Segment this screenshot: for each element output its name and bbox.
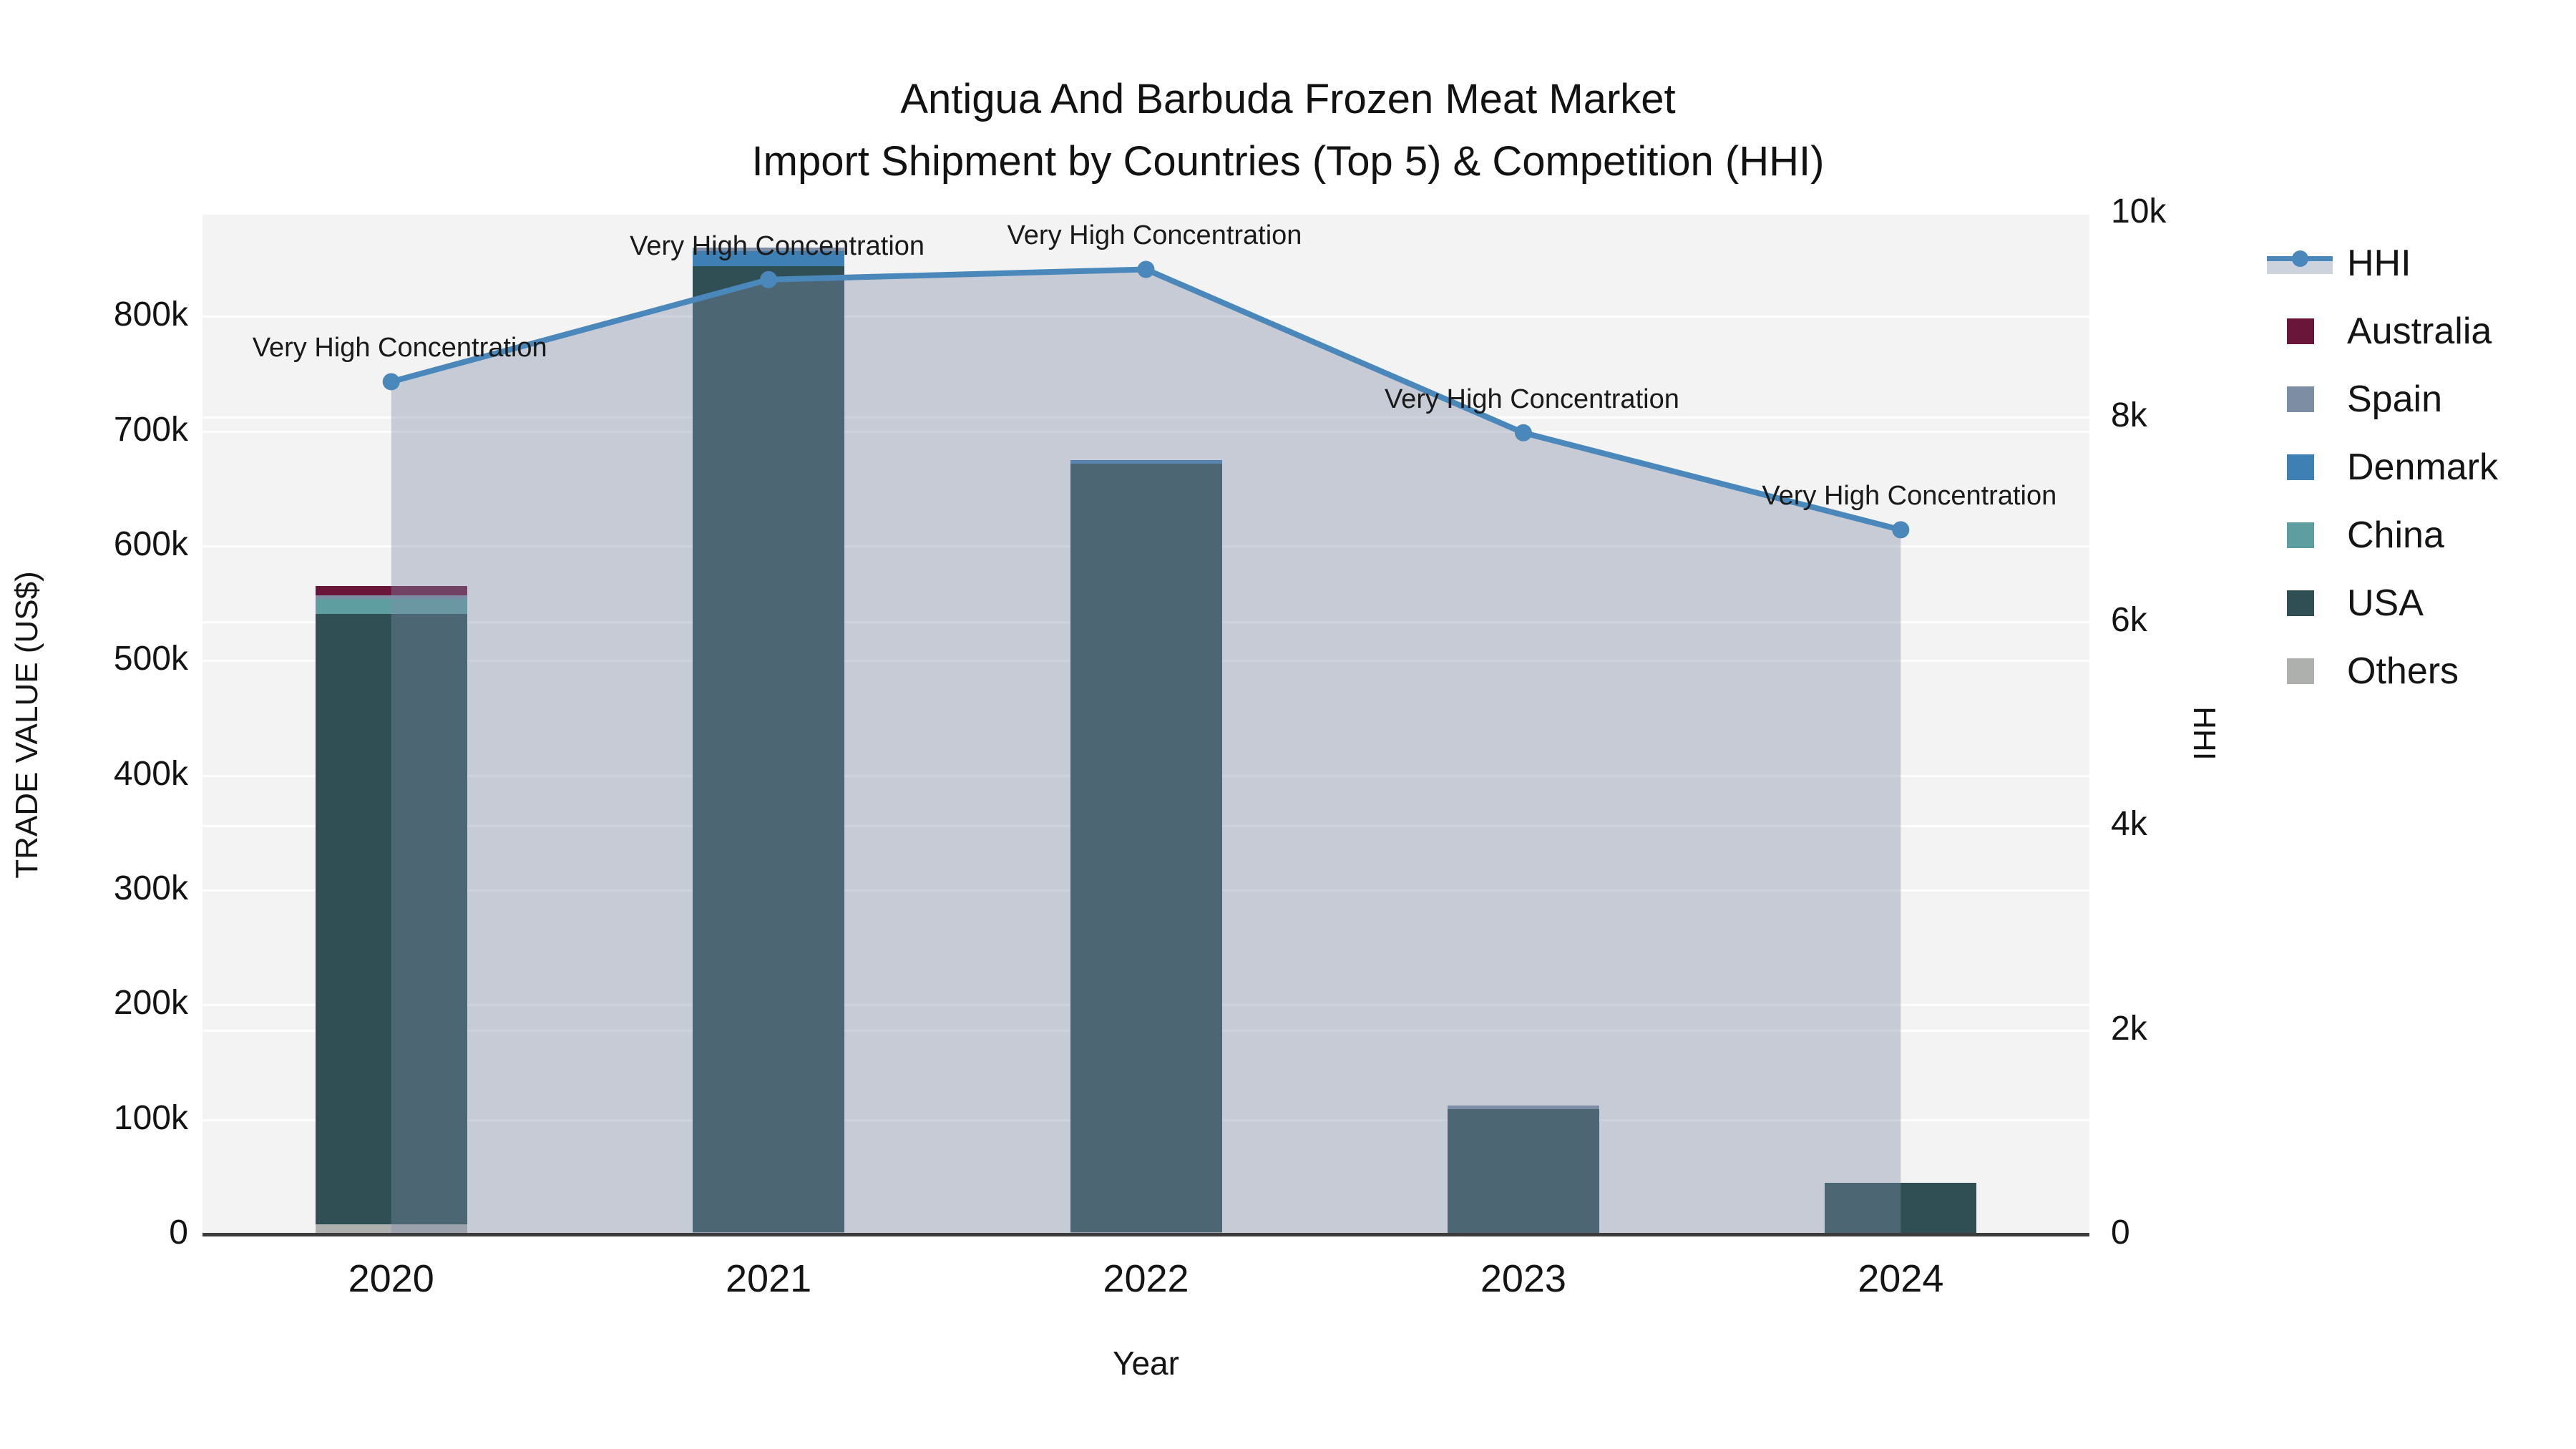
- gridline-right-10000: [203, 213, 2089, 215]
- legend-sample-china: [2261, 520, 2336, 550]
- legend-label-usa: USA: [2347, 582, 2424, 624]
- legend-label-denmark: Denmark: [2347, 446, 2498, 488]
- legend-item-australia[interactable]: Australia: [2261, 297, 2569, 365]
- y-axis-title-left: TRADE VALUE (US$): [9, 571, 44, 879]
- gridline-left-800000: [203, 316, 2089, 318]
- gridline-left-700000: [203, 430, 2089, 433]
- y-left-tick-600k: 600k: [113, 525, 188, 563]
- legend-swatch-spain: [2287, 386, 2314, 412]
- bar-usa-2021[interactable]: [693, 265, 845, 1232]
- x-axis-title: Year: [1113, 1345, 1179, 1382]
- legend-label-china: China: [2347, 514, 2444, 556]
- legend-item-usa[interactable]: USA: [2261, 569, 2569, 637]
- legend-item-china[interactable]: China: [2261, 501, 2569, 569]
- x-tick-2024: 2024: [1858, 1257, 1944, 1300]
- y-left-tick-800k: 800k: [113, 296, 188, 334]
- hhi-legend-sample-icon: [2261, 248, 2336, 278]
- y-right-tick-4k: 4k: [2111, 805, 2147, 844]
- legend-label-hhi: HHI: [2347, 242, 2411, 284]
- bar-spain-2023[interactable]: [1447, 1106, 1599, 1110]
- annotation-2020: Very High Concentration: [252, 333, 547, 364]
- chart-title: Antigua And Barbuda Frozen Meat Market I…: [0, 68, 2576, 192]
- annotation-2024: Very High Concentration: [1762, 481, 2057, 512]
- legend-sample-usa: [2261, 588, 2336, 618]
- legend-sample-others: [2261, 656, 2336, 686]
- y-left-tick-400k: 400k: [113, 754, 188, 793]
- chart-title-line1: Antigua And Barbuda Frozen Meat Market: [900, 76, 1676, 122]
- y-left-tick-0: 0: [169, 1214, 188, 1252]
- gridline-right-8000: [203, 416, 2089, 419]
- y-left-tick-200k: 200k: [113, 984, 188, 1023]
- x-tick-2022: 2022: [1103, 1257, 1189, 1300]
- legend-item-spain[interactable]: Spain: [2261, 365, 2569, 433]
- x-axis-line: [203, 1233, 2089, 1236]
- annotation-2023: Very High Concentration: [1384, 384, 1679, 414]
- legend: HHI Australia Spain Denmark China USA Others: [2261, 229, 2569, 705]
- legend-label-spain: Spain: [2347, 378, 2442, 420]
- x-tick-2021: 2021: [726, 1257, 812, 1300]
- legend-label-australia: Australia: [2347, 310, 2492, 352]
- legend-swatch-others: [2287, 658, 2314, 684]
- bar-spain-2021[interactable]: [693, 248, 845, 251]
- annotation-2021: Very High Concentration: [630, 230, 925, 261]
- x-tick-2023: 2023: [1480, 1257, 1566, 1300]
- bar-australia-2020[interactable]: [315, 586, 467, 595]
- hhi-marker-2020[interactable]: [382, 373, 400, 391]
- legend-swatch-australia: [2287, 318, 2314, 344]
- y-right-tick-8k: 8k: [2111, 396, 2147, 435]
- y-left-tick-100k: 100k: [113, 1098, 188, 1137]
- bar-spain-2020[interactable]: [315, 595, 467, 599]
- bar-usa-2023[interactable]: [1447, 1109, 1599, 1234]
- legend-swatch-usa: [2287, 590, 2314, 616]
- legend-item-others[interactable]: Others: [2261, 637, 2569, 705]
- bar-others-2020[interactable]: [315, 1224, 467, 1234]
- y-right-tick-6k: 6k: [2111, 600, 2147, 639]
- hhi-marker-icon: [2292, 250, 2308, 267]
- hhi-marker-2023[interactable]: [1514, 424, 1532, 441]
- legend-sample-australia: [2261, 316, 2336, 346]
- hhi-marker-2024[interactable]: [1892, 521, 1910, 539]
- annotation-2022: Very High Concentration: [1007, 220, 1302, 251]
- legend-sample-denmark: [2261, 452, 2336, 482]
- y-right-tick-0: 0: [2111, 1214, 2130, 1252]
- hhi-area: [391, 269, 1901, 1234]
- y-left-tick-500k: 500k: [113, 640, 188, 678]
- legend-item-hhi[interactable]: HHI: [2261, 229, 2569, 297]
- x-tick-2020: 2020: [348, 1257, 434, 1300]
- hhi-marker-2022[interactable]: [1137, 260, 1155, 278]
- y-left-tick-700k: 700k: [113, 410, 188, 449]
- legend-swatch-china: [2287, 522, 2314, 548]
- y-right-tick-10k: 10k: [2111, 192, 2167, 230]
- bar-usa-2022[interactable]: [1070, 463, 1222, 1232]
- y-left-tick-300k: 300k: [113, 869, 188, 907]
- legend-sample-spain: [2261, 384, 2336, 414]
- legend-label-others: Others: [2347, 650, 2459, 692]
- hhi-marker-2021[interactable]: [760, 270, 778, 288]
- y-right-tick-2k: 2k: [2111, 1009, 2147, 1048]
- legend-item-denmark[interactable]: Denmark: [2261, 433, 2569, 501]
- legend-swatch-denmark: [2287, 454, 2314, 480]
- bar-denmark-2021[interactable]: [693, 250, 845, 266]
- bar-usa-2024[interactable]: [1825, 1182, 1977, 1234]
- chart-title-line2: Import Shipment by Countries (Top 5) & C…: [751, 138, 1825, 185]
- y-axis-title-right: HHI: [2187, 706, 2222, 761]
- bar-denmark-2022[interactable]: [1070, 459, 1222, 464]
- bar-usa-2020[interactable]: [315, 613, 467, 1224]
- bar-china-2020[interactable]: [315, 598, 467, 614]
